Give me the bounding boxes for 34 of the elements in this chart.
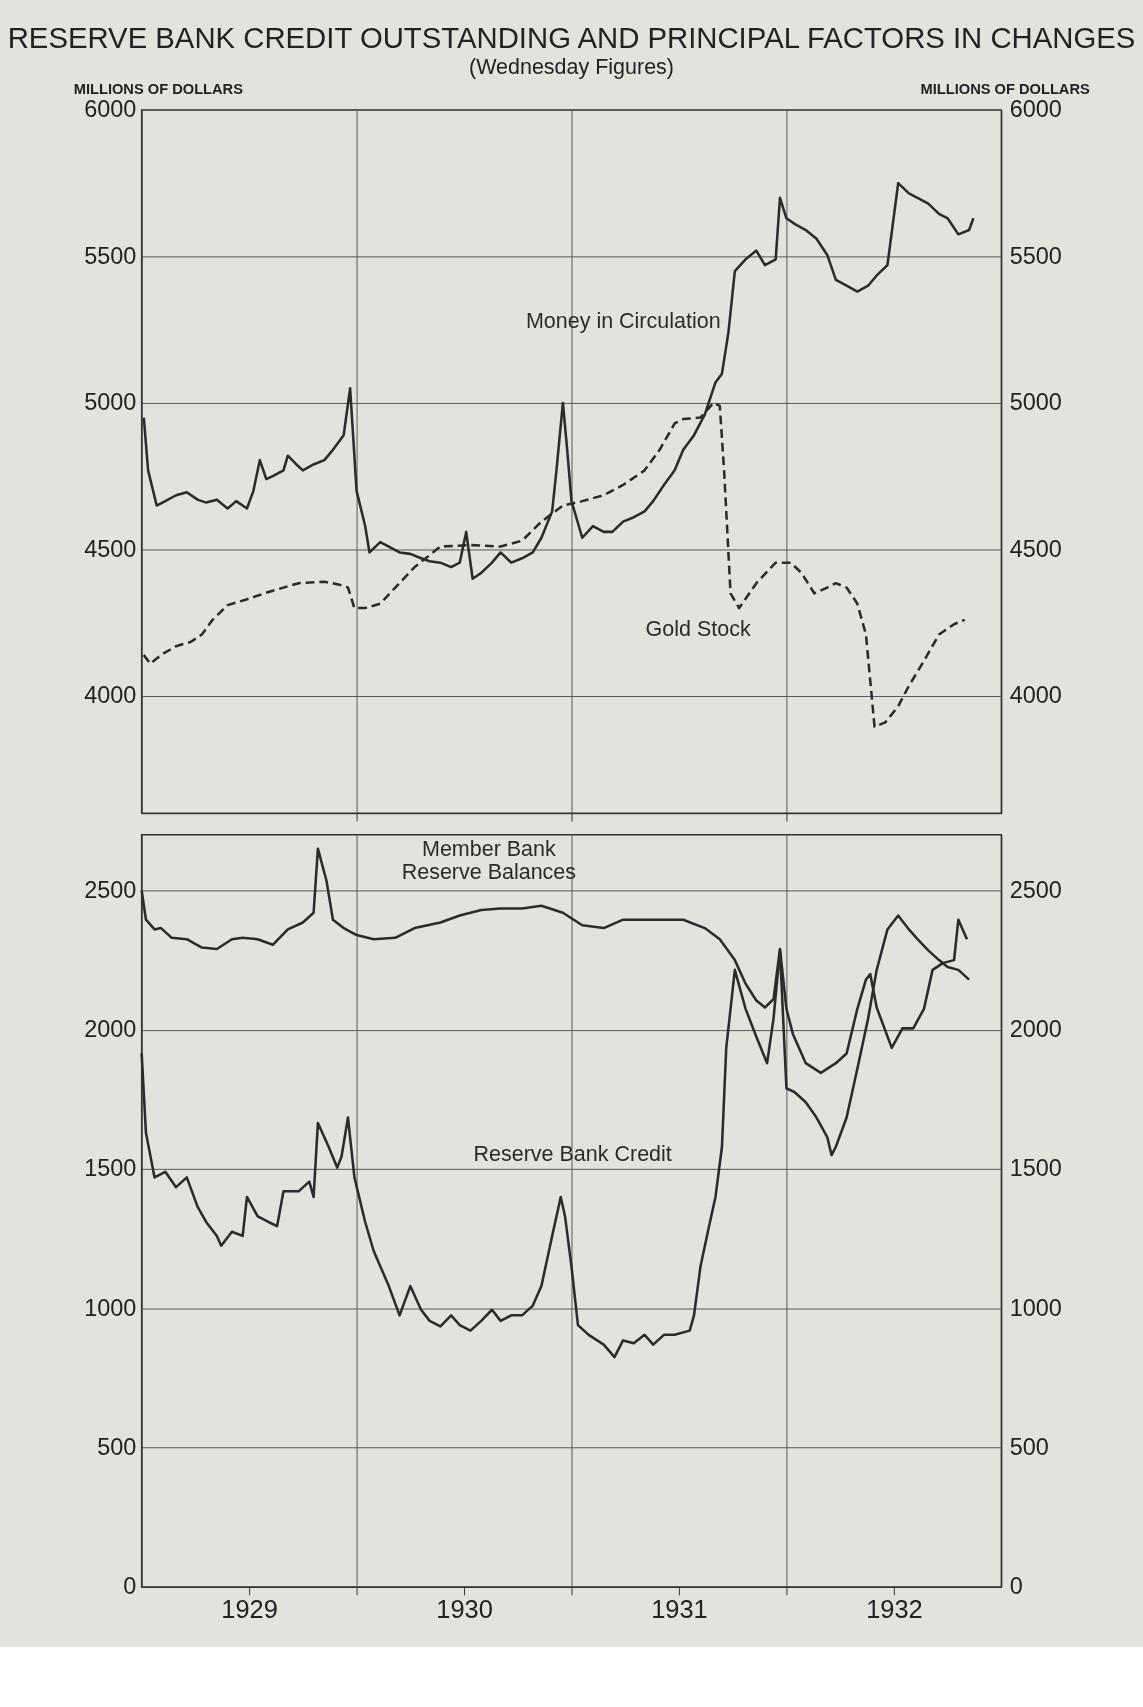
y2-tick-label: 5000 [1009, 389, 1062, 416]
y-tick-label: 6000 [84, 96, 137, 123]
y2-tick-label: 2000 [1009, 1016, 1062, 1043]
series-label: Money in Circulation [525, 308, 721, 333]
y-tick-label: 500 [97, 1433, 137, 1460]
y-axis-title: MILLIONS OF DOLLARS [73, 80, 244, 97]
y-tick-label: 1500 [84, 1155, 137, 1182]
y-tick-label: 5500 [84, 242, 137, 269]
y-tick-label: 1000 [84, 1294, 137, 1321]
y2-tick-label: 5500 [1009, 242, 1062, 269]
y-tick-label: 0 [123, 1573, 137, 1600]
x-tick-label: 1930 [436, 1594, 493, 1623]
y2-tick-label: 4000 [1009, 682, 1062, 709]
y2-tick-label: 0 [1009, 1573, 1023, 1600]
chart-subtitle: (Wednesday Figures) [469, 54, 674, 79]
y2-tick-label: 2500 [1009, 876, 1062, 903]
series-label: Gold Stock [645, 617, 751, 642]
y-tick-label: 4500 [84, 535, 137, 562]
x-tick-label: 1931 [651, 1594, 708, 1623]
y2-tick-label: 4500 [1009, 535, 1062, 562]
x-tick-label: 1932 [866, 1594, 923, 1623]
x-tick-label: 1929 [221, 1594, 278, 1623]
y2-tick-label: 6000 [1009, 96, 1062, 123]
y2-tick-label: 1000 [1009, 1294, 1062, 1321]
y-tick-label: 2000 [84, 1016, 137, 1043]
chart-title: RESERVE BANK CREDIT OUTSTANDING AND PRINCIPAL FACTORS IN CHANGES [7, 21, 1136, 55]
y2-tick-label: 1500 [1009, 1155, 1062, 1182]
series-label: Member Bank Reserve Balances [401, 836, 577, 884]
y2-tick-label: 500 [1009, 1433, 1049, 1460]
y-tick-label: 4000 [84, 682, 137, 709]
text: Reserve Bank Credit [473, 1142, 672, 1167]
y-tick-label: 2500 [84, 876, 137, 903]
y2-axis-title: MILLIONS OF DOLLARS [920, 80, 1090, 97]
y-tick-label: 5000 [84, 389, 137, 416]
